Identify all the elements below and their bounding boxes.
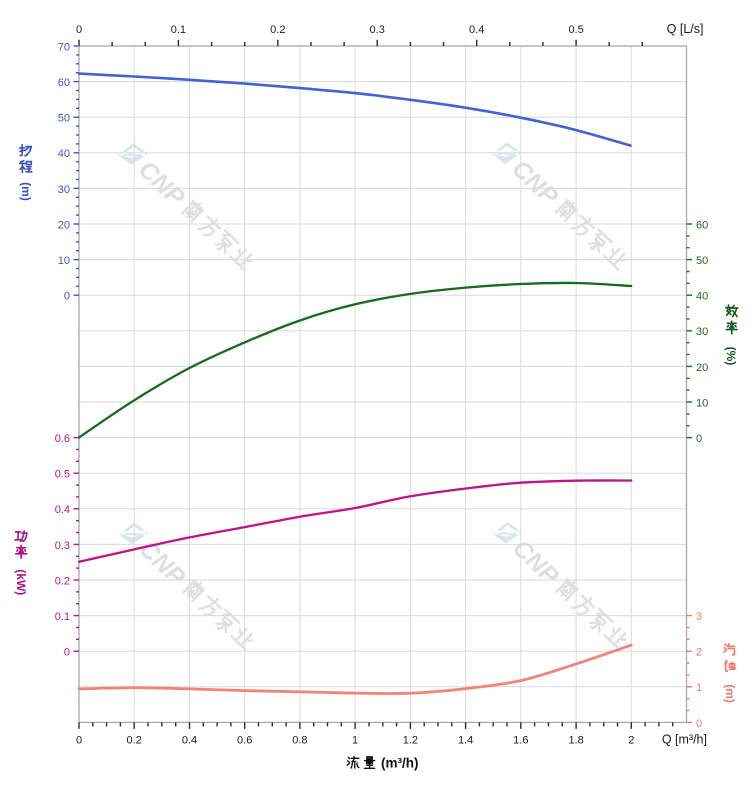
svg-text:1: 1 [696, 682, 702, 694]
svg-text:0.4: 0.4 [55, 504, 70, 516]
svg-text:0.5: 0.5 [568, 24, 583, 36]
svg-text:0.2: 0.2 [270, 24, 285, 36]
svg-text:40: 40 [58, 148, 70, 160]
svg-text:(m³/h): (m³/h) [381, 756, 419, 771]
svg-text:0: 0 [696, 718, 702, 730]
svg-text:1.8: 1.8 [568, 734, 583, 746]
svg-text:1.4: 1.4 [458, 734, 473, 746]
svg-text:10: 10 [58, 255, 70, 267]
svg-text:Q [L/s]: Q [L/s] [667, 22, 704, 36]
svg-text:30: 30 [696, 326, 708, 338]
svg-text:0.3: 0.3 [55, 540, 70, 552]
svg-text:2: 2 [628, 734, 634, 746]
svg-text:2: 2 [696, 647, 702, 659]
svg-text:0.3: 0.3 [370, 24, 385, 36]
svg-text:0.4: 0.4 [182, 734, 197, 746]
svg-text:0.1: 0.1 [55, 611, 70, 623]
svg-text:20: 20 [696, 362, 708, 374]
svg-text:20: 20 [58, 219, 70, 231]
svg-text:50: 50 [696, 255, 708, 267]
svg-text:(kW): (kW) [14, 569, 28, 595]
svg-text:1.6: 1.6 [513, 734, 528, 746]
svg-text:Q [m³/h]: Q [m³/h] [662, 733, 707, 747]
svg-text:40: 40 [696, 291, 708, 303]
svg-text:0: 0 [76, 734, 82, 746]
svg-text:0: 0 [64, 291, 70, 303]
svg-text:50: 50 [58, 113, 70, 125]
svg-text:(m): (m) [19, 182, 33, 201]
svg-text:0.2: 0.2 [55, 575, 70, 587]
svg-text:30: 30 [58, 184, 70, 196]
svg-text:0.4: 0.4 [469, 24, 484, 36]
svg-text:0.1: 0.1 [171, 24, 186, 36]
svg-text:0.6: 0.6 [237, 734, 252, 746]
svg-text:60: 60 [696, 219, 708, 231]
svg-text:1: 1 [352, 734, 358, 746]
svg-text:(m): (m) [723, 684, 737, 703]
svg-text:60: 60 [58, 77, 70, 89]
svg-text:1.2: 1.2 [403, 734, 418, 746]
svg-text:0.2: 0.2 [127, 734, 142, 746]
svg-text:0: 0 [696, 433, 702, 445]
svg-text:3: 3 [696, 611, 702, 623]
svg-text:0: 0 [64, 647, 70, 659]
svg-text:10: 10 [696, 397, 708, 409]
svg-text:70: 70 [58, 41, 70, 53]
svg-text:0.6: 0.6 [55, 433, 70, 445]
svg-text:0.5: 0.5 [55, 469, 70, 481]
svg-text:0.8: 0.8 [292, 734, 307, 746]
svg-text:(%): (%) [724, 347, 738, 366]
svg-text:0: 0 [76, 24, 82, 36]
